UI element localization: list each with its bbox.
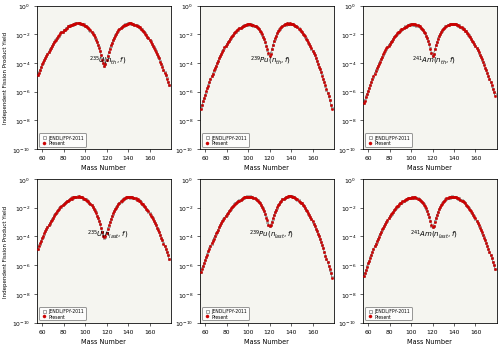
X-axis label: Mass Number: Mass Number <box>407 165 452 171</box>
Text: $^{239}Pu(n_{last},f)$: $^{239}Pu(n_{last},f)$ <box>248 228 293 240</box>
X-axis label: Mass Number: Mass Number <box>81 165 126 171</box>
Text: $^{241}Am(n_{last},f)$: $^{241}Am(n_{last},f)$ <box>409 228 457 240</box>
Y-axis label: Independent Fission Product Yield: Independent Fission Product Yield <box>3 32 8 124</box>
X-axis label: Mass Number: Mass Number <box>81 338 126 344</box>
Text: $^{235}U(n_{th},f)$: $^{235}U(n_{th},f)$ <box>89 55 126 67</box>
Legend: JENDL/FPY-2011, Present: JENDL/FPY-2011, Present <box>202 307 248 320</box>
Legend: JENDL/FPY-2011, Present: JENDL/FPY-2011, Present <box>39 307 85 320</box>
Text: $^{239}Pu(n_{th},f)$: $^{239}Pu(n_{th},f)$ <box>250 55 291 67</box>
X-axis label: Mass Number: Mass Number <box>244 165 289 171</box>
X-axis label: Mass Number: Mass Number <box>244 338 289 344</box>
Y-axis label: Independent Fission Product Yield: Independent Fission Product Yield <box>3 205 8 297</box>
Legend: JENDL/FPY-2011, Present: JENDL/FPY-2011, Present <box>364 134 411 147</box>
Legend: JENDL/FPY-2011, Present: JENDL/FPY-2011, Present <box>364 307 411 320</box>
Legend: JENDL/FPY-2011, Present: JENDL/FPY-2011, Present <box>202 134 248 147</box>
Legend: JENDL/FPY-2011, Present: JENDL/FPY-2011, Present <box>39 134 85 147</box>
Text: $^{241}Am(n_{th},f)$: $^{241}Am(n_{th},f)$ <box>411 55 455 67</box>
Text: $^{235}U(n_{last},f)$: $^{235}U(n_{last},f)$ <box>87 228 128 240</box>
X-axis label: Mass Number: Mass Number <box>407 338 452 344</box>
